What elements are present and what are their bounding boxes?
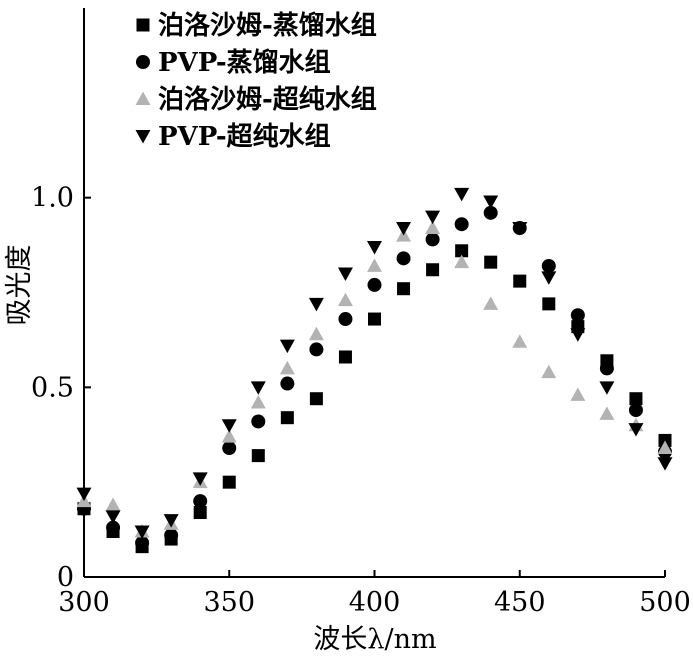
data-point (541, 271, 557, 285)
data-point (192, 472, 208, 486)
data-point (512, 334, 528, 348)
data-point (280, 376, 295, 391)
data-point (337, 267, 353, 282)
data-point (629, 392, 643, 406)
data-point (483, 296, 499, 310)
data-point (337, 292, 353, 307)
data-point (164, 528, 179, 543)
data-point (397, 282, 411, 296)
data-point (658, 433, 672, 447)
legend-label: 泊洛沙姆-蒸馏水组 (158, 10, 377, 41)
data-point (425, 220, 441, 234)
data-point (367, 241, 382, 255)
data-point (279, 339, 295, 354)
axes: 300 350 400 450 500 0 0.5 1.0 (31, 8, 691, 618)
series-4 (76, 187, 673, 539)
data-point (222, 441, 237, 456)
legend-label: PVP-超纯水组 (158, 121, 331, 152)
legend-marker (136, 18, 150, 32)
data-point (396, 222, 412, 236)
data-point (105, 510, 121, 524)
data-point (308, 326, 324, 341)
data-point (512, 222, 528, 236)
data-point (308, 297, 324, 312)
x-tick-label: 350 (203, 587, 255, 618)
data-point (483, 195, 499, 209)
data-point (251, 449, 265, 463)
data-point (628, 423, 644, 437)
data-point (425, 210, 441, 225)
data-point (280, 411, 294, 425)
data-point (368, 312, 381, 326)
series-3 (76, 220, 673, 538)
data-point (454, 187, 470, 202)
x-tick-label: 450 (494, 587, 546, 618)
data-point (367, 277, 382, 292)
data-point (454, 217, 469, 232)
x-tick-label: 500 (639, 587, 691, 618)
data-point (570, 328, 586, 342)
x-tick-label: 400 (349, 587, 401, 618)
data-point (455, 244, 469, 258)
data-point (221, 429, 237, 443)
data-point (279, 360, 295, 375)
data-point (657, 440, 673, 455)
data-point (570, 308, 585, 323)
data-marks (76, 187, 673, 554)
y-tick-label: 0.5 (31, 372, 74, 403)
data-point (222, 475, 236, 489)
legend-marker (135, 130, 151, 144)
y-tick-label: 0 (57, 562, 74, 593)
data-point (134, 525, 150, 539)
data-point (338, 312, 353, 327)
data-point (367, 258, 382, 272)
y-axis-title: 吸光度 (4, 245, 35, 326)
data-point (454, 254, 470, 269)
data-point (426, 263, 440, 277)
data-point (396, 251, 411, 266)
data-point (338, 350, 352, 364)
data-point (483, 205, 498, 220)
data-point (193, 494, 208, 509)
data-point (221, 419, 237, 433)
data-point (628, 403, 643, 418)
data-point (513, 274, 527, 288)
y-tick-label: 1.0 (31, 183, 74, 214)
x-axis-title: 波长λ/nm (313, 624, 436, 655)
data-point (541, 364, 557, 379)
legend-label: PVP-蒸馏水组 (158, 47, 331, 78)
data-point (163, 514, 179, 528)
legend-marker (135, 91, 151, 105)
data-point (135, 535, 150, 550)
data-point (599, 406, 615, 420)
data-point (599, 381, 615, 395)
data-point (309, 342, 324, 357)
data-point (309, 392, 323, 406)
data-point (541, 258, 556, 273)
data-point (251, 414, 266, 429)
data-point (570, 387, 586, 401)
data-point (542, 297, 556, 311)
data-point (250, 381, 266, 395)
data-point (105, 497, 121, 511)
legend-marker (136, 55, 150, 69)
series-2 (77, 205, 672, 550)
data-point (193, 506, 207, 520)
data-point (425, 232, 440, 247)
data-point (106, 520, 121, 535)
data-point (250, 395, 266, 409)
legend-label: 泊洛沙姆-超纯水组 (158, 84, 377, 115)
data-point (657, 457, 673, 471)
x-tick-label: 300 (58, 587, 110, 618)
data-point (76, 487, 92, 502)
data-point (484, 255, 498, 269)
data-point (599, 361, 614, 376)
